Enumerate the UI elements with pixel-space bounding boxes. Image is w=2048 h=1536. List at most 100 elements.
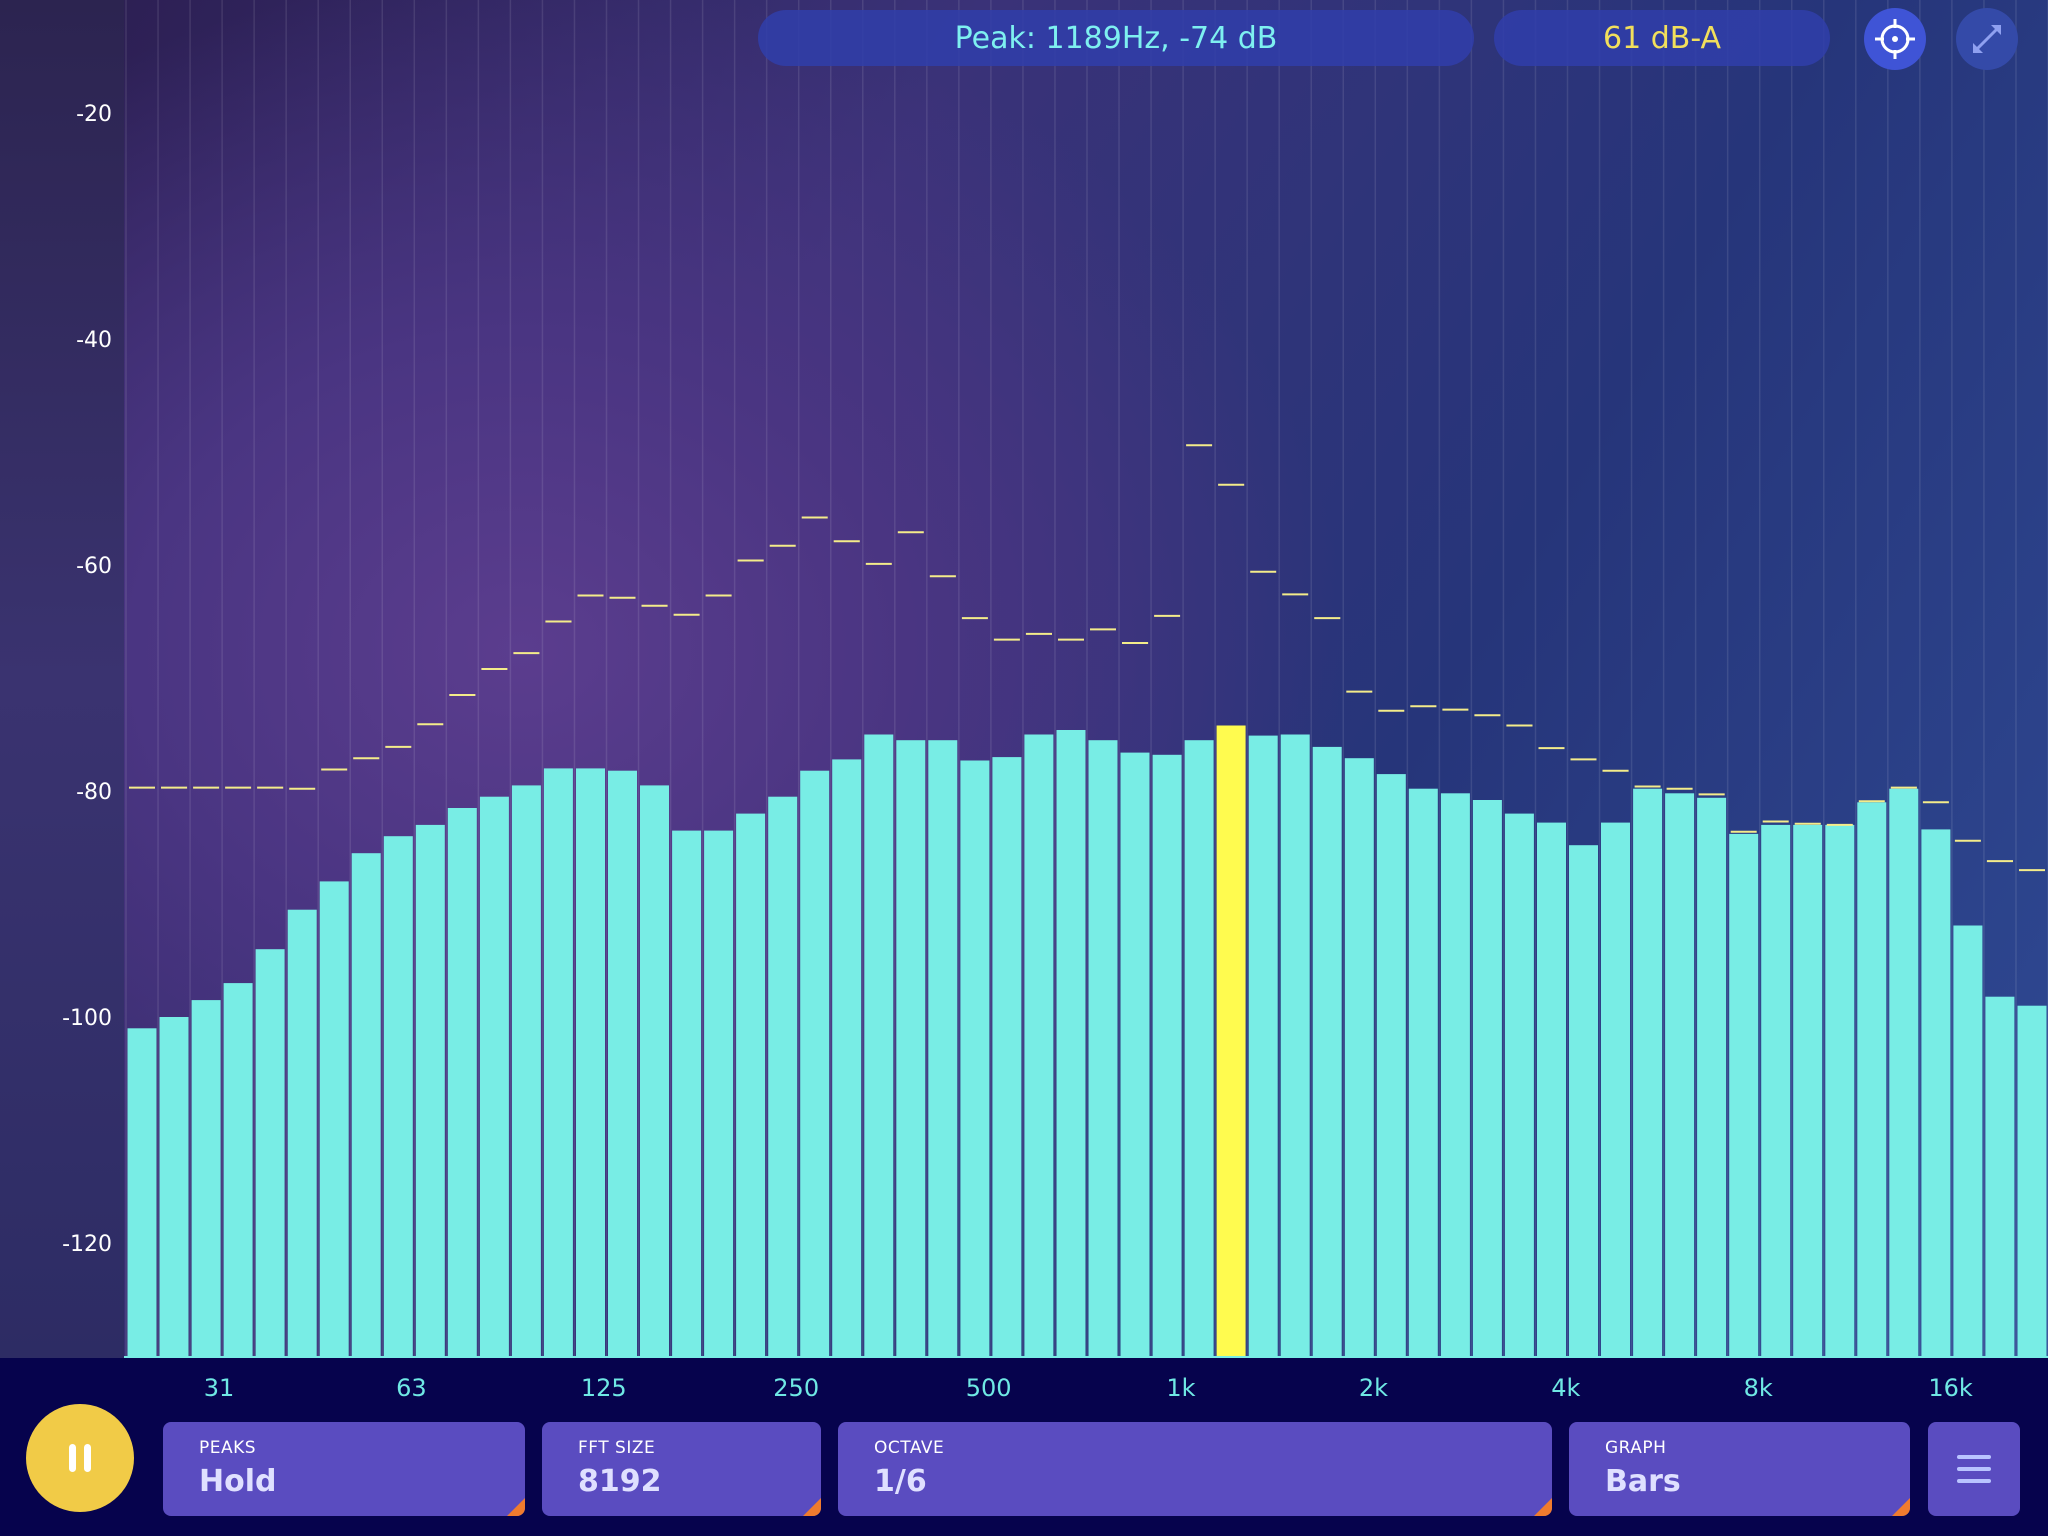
spectrum-bar — [1985, 996, 2015, 1357]
dropdown-corner-indicator — [803, 1498, 821, 1516]
fft-size-selector[interactable]: FFT SIZE 8192 — [542, 1422, 821, 1516]
target-button[interactable] — [1864, 8, 1926, 70]
crosshair-target-icon — [1875, 19, 1915, 59]
spectrum-bar — [1024, 734, 1054, 1357]
spectrum-bar — [383, 836, 413, 1357]
expand-button[interactable] — [1956, 8, 2018, 70]
bar-series — [127, 725, 2047, 1357]
graph-selector[interactable]: GRAPH Bars — [1569, 1422, 1910, 1516]
spectrum-chart[interactable]: -20 -40 -60 -80 -100 -120 — [0, 0, 2048, 1358]
dropdown-corner-indicator — [507, 1498, 525, 1516]
spectrum-bar — [511, 785, 541, 1357]
spectrum-bar — [832, 759, 862, 1357]
expand-icon — [1973, 25, 2001, 53]
fft-size-caption: FFT SIZE — [578, 1438, 656, 1458]
spectrum-bar — [1665, 793, 1695, 1357]
spectrum-bar — [896, 740, 926, 1357]
spectrum-bar — [1889, 788, 1919, 1357]
spectrum-bar — [704, 830, 734, 1357]
x-tick-label: 16k — [1928, 1374, 1973, 1402]
y-tick-label: -40 — [76, 328, 112, 353]
spectrum-bar — [1537, 822, 1566, 1357]
x-tick-label: 250 — [773, 1374, 819, 1402]
x-tick-label: 500 — [966, 1374, 1012, 1402]
spectrum-bar — [255, 949, 285, 1357]
spectrum-bar — [1729, 833, 1759, 1357]
spectrum-bar — [608, 770, 637, 1357]
spectrum-bar — [576, 768, 605, 1357]
spectrum-bar — [1921, 829, 1951, 1357]
spectrum-bar — [351, 853, 381, 1357]
spectrum-bar — [1120, 752, 1150, 1357]
graph-value: Bars — [1605, 1464, 1681, 1499]
spectrum-bar — [1472, 800, 1502, 1357]
spectrum-bar — [415, 824, 445, 1357]
spectrum-bar — [447, 808, 477, 1357]
spectrum-bar — [1152, 754, 1182, 1357]
menu-button[interactable] — [1928, 1422, 2020, 1516]
hamburger-menu-icon — [1957, 1455, 1991, 1483]
spectrum-bar — [1184, 740, 1214, 1357]
peaks-caption: PEAKS — [199, 1438, 257, 1458]
x-tick-label: 63 — [396, 1374, 427, 1402]
spectrum-bar — [1280, 734, 1310, 1357]
x-tick-label: 1k — [1166, 1374, 1195, 1402]
y-tick-label: -100 — [62, 1006, 112, 1031]
graph-caption: GRAPH — [1605, 1438, 1667, 1458]
spectrum-bar — [2017, 1005, 2047, 1357]
octave-caption: OCTAVE — [874, 1438, 945, 1458]
y-axis-strip — [0, 0, 124, 1358]
x-tick-label: 2k — [1359, 1374, 1388, 1402]
pause-button[interactable] — [26, 1404, 134, 1512]
y-tick-label: -120 — [62, 1232, 112, 1257]
level-readout: 61 dB-A — [1494, 10, 1830, 66]
spectrum-bar — [1088, 740, 1118, 1357]
spectrum-bar — [543, 768, 573, 1357]
spectrum-bar — [1504, 813, 1534, 1357]
octave-value: 1/6 — [874, 1464, 927, 1499]
x-tick-label: 4k — [1551, 1374, 1580, 1402]
spectrum-bar — [1633, 788, 1663, 1357]
peak-readout: Peak: 1189Hz, -74 dB — [758, 10, 1474, 66]
spectrum-bar — [1857, 802, 1887, 1357]
y-axis-labels: -20 -40 -60 -80 -100 -120 — [62, 102, 112, 1257]
spectrum-analyzer[interactable]: -20 -40 -60 -80 -100 -120 Peak: 1189Hz, -74 d… — [0, 0, 2048, 1358]
peaks-selector[interactable]: PEAKS Hold — [163, 1422, 525, 1516]
frequency-grid — [125, 0, 2048, 1357]
spectrum-bar — [1376, 774, 1406, 1357]
spectrum-bar — [736, 813, 766, 1357]
spectrum-bar — [672, 830, 702, 1357]
spectrum-bar — [319, 881, 349, 1357]
y-tick-label: -60 — [76, 554, 112, 579]
spectrum-bar — [159, 1017, 189, 1357]
spectrum-bar — [1953, 925, 1983, 1357]
spectrum-bar — [1793, 824, 1823, 1357]
spectrum-bar — [191, 1000, 221, 1357]
dropdown-corner-indicator — [1534, 1498, 1552, 1516]
y-tick-label: -20 — [76, 102, 112, 127]
spectrum-bar — [1601, 822, 1630, 1357]
spectrum-bar — [1697, 797, 1727, 1357]
octave-selector[interactable]: OCTAVE 1/6 — [838, 1422, 1552, 1516]
dropdown-corner-indicator — [1892, 1498, 1910, 1516]
spectrum-bar-peak — [1216, 725, 1246, 1357]
spectrum-bar — [864, 734, 894, 1357]
spectrum-bar — [1569, 845, 1598, 1357]
peaks-value: Hold — [199, 1464, 277, 1499]
spectrum-bar — [1312, 746, 1342, 1357]
spectrum-bar — [479, 796, 509, 1357]
spectrum-bar — [1761, 824, 1791, 1357]
spectrum-bar — [800, 770, 830, 1357]
spectrum-bar — [960, 760, 990, 1357]
fft-size-value: 8192 — [578, 1464, 662, 1499]
spectrum-bar — [640, 785, 669, 1357]
spectrum-bar — [1408, 788, 1438, 1357]
spectrum-bar — [287, 909, 317, 1357]
spectrum-bar — [1056, 730, 1086, 1357]
pause-icon — [69, 1444, 91, 1472]
spectrum-bar — [223, 983, 253, 1357]
spectrum-bar — [1825, 824, 1855, 1357]
spectrum-bar — [127, 1028, 157, 1357]
spectrum-bar — [992, 757, 1022, 1357]
peak-hold-series — [129, 444, 2045, 872]
